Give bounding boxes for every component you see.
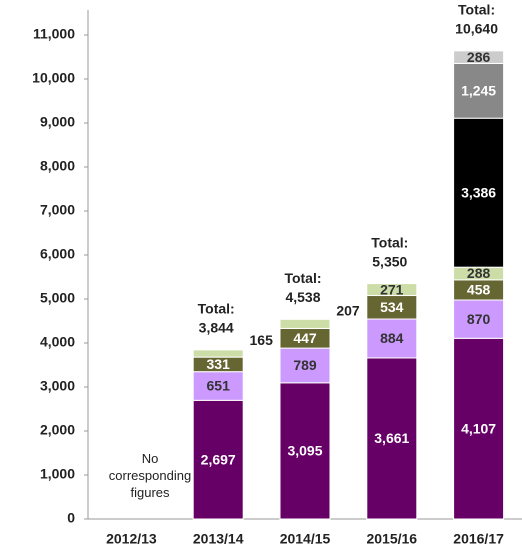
data-label: 534 [380,299,404,315]
bar-segment [192,399,244,520]
total-title: Total: [198,301,235,317]
data-label: 331 [207,356,231,372]
total-title: Total: [284,270,321,286]
bar-segment [192,349,244,358]
data-label: 3,661 [374,430,409,446]
bar-segment [366,357,418,520]
y-tick-label: 1,000 [40,466,75,482]
total-label: 4,538 [285,289,320,305]
annotation: No corresponding figures [108,451,192,500]
data-label: 3,095 [287,443,322,459]
data-label: 271 [380,281,404,297]
data-label: 789 [293,357,317,373]
data-label: 3,386 [461,184,496,200]
bar-segment [279,347,331,384]
data-label: 870 [467,311,491,327]
bar-segment [453,50,505,64]
data-label: 458 [467,282,491,298]
bar-segment [453,117,505,268]
y-tick-label: 3,000 [40,378,75,394]
bar-segment [366,318,418,359]
data-label: 207 [336,303,360,319]
x-tick-label: 2014/15 [280,531,331,547]
y-tick-label: 2,000 [40,422,75,438]
data-label: 165 [250,332,274,348]
total-title: Total: [458,2,495,18]
data-label: 1,245 [461,83,496,99]
y-tick-label: 4,000 [40,334,75,350]
data-label: 651 [207,378,231,394]
bar-segment [279,318,331,329]
data-label: 2,697 [201,451,236,467]
data-label: 884 [380,330,404,346]
data-label: 447 [293,330,317,346]
y-tick-label: 10,000 [32,70,75,86]
y-tick-label: 7,000 [40,202,75,218]
bar-segment [453,337,505,520]
y-tick-label: 8,000 [40,158,75,174]
total-title: Total: [371,234,408,250]
total-label: 5,350 [372,253,407,269]
bar-segment [279,382,331,520]
y-tick-label: 6,000 [40,246,75,262]
x-tick-label: 2012/13 [106,531,157,547]
x-tick-label: 2016/17 [453,531,504,547]
y-tick-label: 9,000 [40,114,75,130]
data-label: 288 [467,265,491,281]
bar-segment [453,299,505,339]
bar-segment [453,62,505,119]
y-tick-label: 0 [67,510,75,526]
total-label: 3,844 [199,320,234,336]
bar-segment [192,371,244,401]
data-label: 286 [467,49,491,65]
x-tick-label: 2013/14 [193,531,244,547]
x-tick-label: 2015/16 [366,531,417,547]
y-tick-label: 11,000 [33,26,75,42]
bar-segment [366,283,418,297]
total-label: 10,640 [455,21,498,37]
data-label: 4,107 [461,420,496,436]
y-tick-label: 5,000 [40,290,75,306]
